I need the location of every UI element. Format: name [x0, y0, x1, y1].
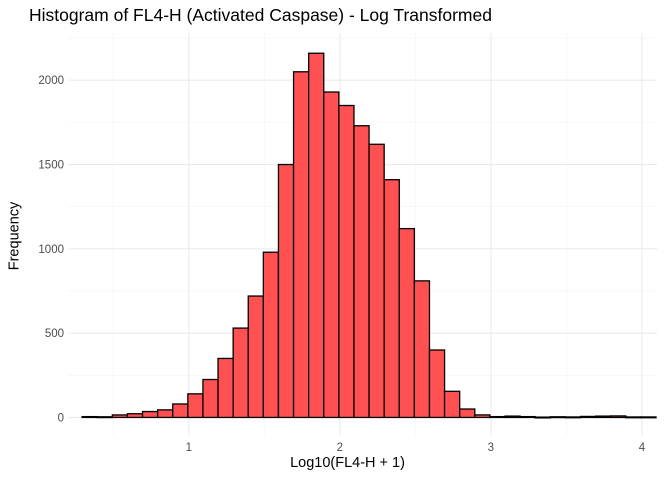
histogram-bar [640, 416, 657, 419]
x-tick-label: 3 [488, 442, 494, 454]
x-tick-label: 2 [337, 442, 343, 454]
histogram-bar [398, 227, 416, 419]
x-axis-ticks: 1 2 3 4 [186, 442, 646, 454]
histogram-bar [459, 408, 476, 419]
histogram-bar [187, 393, 204, 419]
x-tick-label: 4 [639, 442, 646, 454]
histogram-bar [504, 415, 521, 419]
histogram-bar [443, 390, 461, 419]
histogram-bar [353, 125, 370, 419]
histogram-bar [428, 349, 446, 419]
y-tick-label: 500 [45, 328, 64, 340]
histogram-bar [111, 414, 129, 419]
histogram-bar [217, 357, 234, 419]
histogram-bar [549, 416, 567, 419]
histogram-bar [610, 415, 627, 419]
histogram-bar [383, 179, 400, 419]
histogram-bar [579, 415, 597, 419]
histogram-bar [308, 52, 325, 419]
y-tick-label: 2000 [38, 75, 64, 87]
histogram-bars [81, 52, 657, 419]
histogram-bar [262, 251, 280, 419]
histogram-bar [368, 143, 385, 419]
chart-title: Histogram of FL4-H (Activated Caspase) -… [29, 5, 492, 25]
y-tick-label: 1500 [38, 160, 64, 172]
histogram-bar [172, 403, 189, 419]
x-axis-title: Log10(FL4-H + 1) [290, 455, 405, 471]
y-axis-title: Frequency [7, 201, 23, 270]
y-tick-label: 1000 [38, 244, 64, 256]
histogram-bar [489, 415, 506, 419]
histogram-bar [232, 327, 249, 419]
histogram-bar [338, 104, 355, 419]
histogram-bar [594, 415, 612, 419]
histogram-bar [413, 280, 431, 419]
histogram-bar [156, 409, 174, 419]
histogram-bar [292, 71, 310, 419]
histogram-bar [534, 416, 551, 419]
histogram-bar [81, 415, 98, 419]
y-tick-label: 0 [58, 412, 64, 424]
histogram-bar [277, 163, 295, 419]
histogram-bar [247, 295, 265, 419]
histogram-bar [519, 415, 536, 419]
histogram-bar [96, 416, 113, 419]
x-tick-label: 1 [186, 442, 192, 454]
histogram-bar [625, 416, 642, 419]
histogram-bar [126, 413, 144, 419]
histogram-bar [564, 416, 582, 419]
y-axis-ticks: 0 500 1000 1500 2000 [38, 75, 64, 424]
histogram-bar [141, 410, 159, 419]
histogram-bar [323, 91, 340, 419]
histogram-bar [474, 414, 491, 419]
histogram-bar [202, 378, 219, 419]
